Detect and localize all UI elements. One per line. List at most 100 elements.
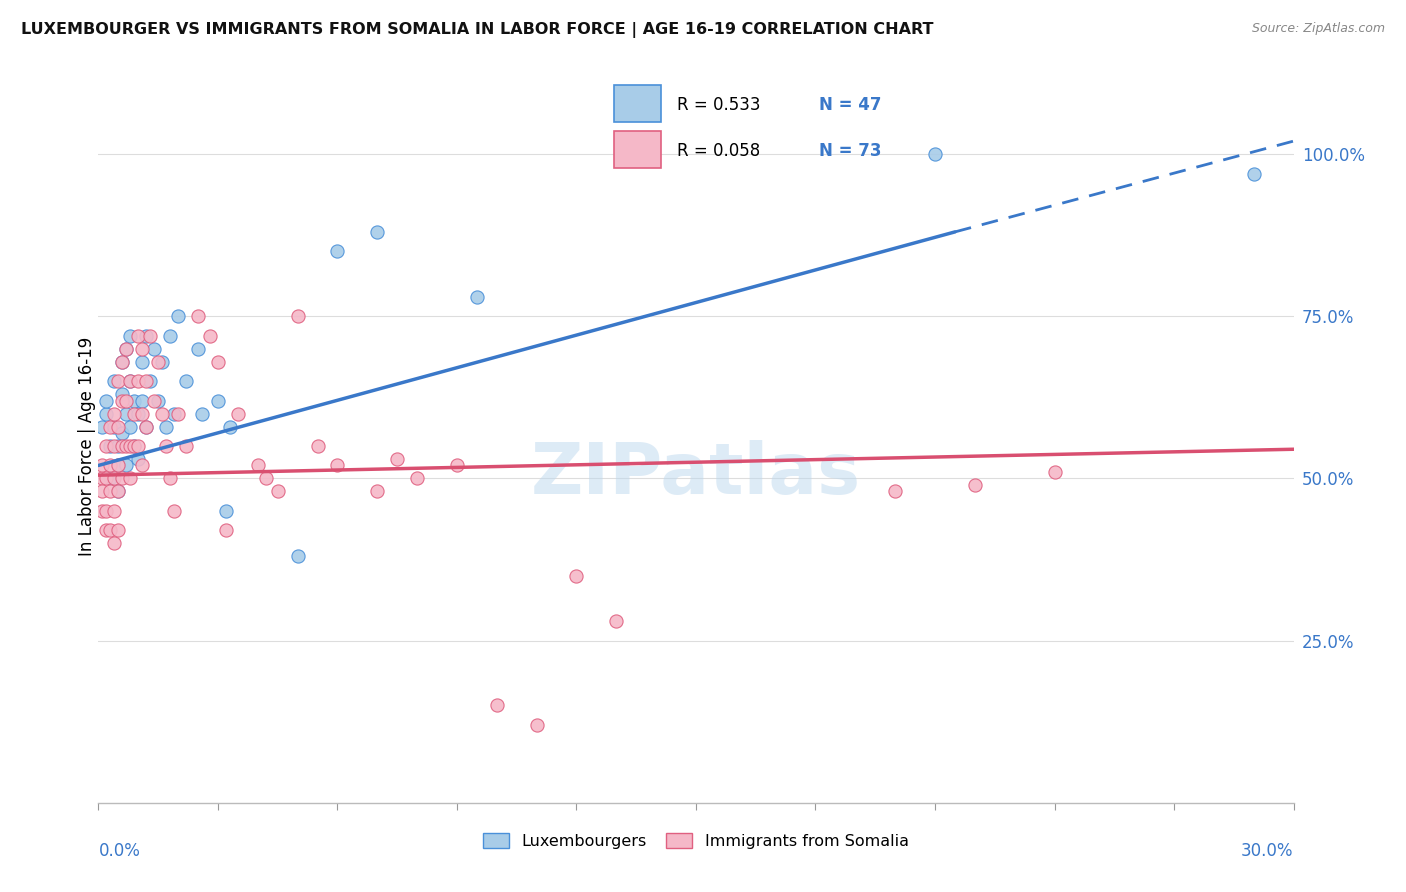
Point <box>100 471 122 485</box>
Point <box>131 342 153 356</box>
Point <box>135 419 157 434</box>
Point <box>100 484 122 499</box>
Point <box>131 354 153 368</box>
Point <box>107 484 129 499</box>
Point <box>385 452 409 467</box>
Point <box>124 439 146 453</box>
Text: N = 47: N = 47 <box>820 95 882 113</box>
Point <box>115 342 138 356</box>
Point <box>111 393 134 408</box>
Point <box>96 439 118 453</box>
Point <box>107 374 129 388</box>
Point <box>139 374 162 388</box>
Point <box>120 439 142 453</box>
Point <box>155 419 177 434</box>
Point <box>100 524 122 538</box>
Point <box>143 342 166 356</box>
Point <box>143 393 166 408</box>
Point <box>91 419 114 434</box>
Point <box>120 419 142 434</box>
Point <box>115 458 138 473</box>
Point <box>139 328 162 343</box>
Point <box>127 452 149 467</box>
Point <box>163 504 186 518</box>
Point <box>103 419 125 434</box>
Legend: Luxembourgers, Immigrants from Somalia: Luxembourgers, Immigrants from Somalia <box>477 827 915 855</box>
Point <box>326 244 349 259</box>
Point <box>163 407 186 421</box>
Point <box>219 419 242 434</box>
Point <box>485 698 508 713</box>
Point <box>115 342 138 356</box>
Point <box>167 310 190 324</box>
Point <box>148 393 170 408</box>
Point <box>96 504 118 518</box>
Point <box>131 458 153 473</box>
Text: R = 0.058: R = 0.058 <box>678 142 761 160</box>
Point <box>111 439 134 453</box>
Point <box>198 328 221 343</box>
Point <box>326 458 349 473</box>
Point <box>131 393 153 408</box>
Point <box>565 568 588 582</box>
Point <box>103 504 125 518</box>
Text: 30.0%: 30.0% <box>1241 842 1294 860</box>
Point <box>465 290 488 304</box>
Point <box>148 354 170 368</box>
Point <box>91 484 114 499</box>
Y-axis label: In Labor Force | Age 16-19: In Labor Force | Age 16-19 <box>79 336 96 556</box>
Point <box>107 419 129 434</box>
Point <box>103 536 125 550</box>
Text: Source: ZipAtlas.com: Source: ZipAtlas.com <box>1251 22 1385 36</box>
Point <box>406 471 429 485</box>
Point <box>187 342 209 356</box>
Point <box>96 407 118 421</box>
Point <box>287 310 309 324</box>
FancyBboxPatch shape <box>614 85 661 122</box>
Point <box>207 354 229 368</box>
Point <box>103 374 125 388</box>
Point <box>267 484 290 499</box>
Point <box>120 328 142 343</box>
Point <box>100 439 122 453</box>
Point <box>124 393 146 408</box>
Point <box>605 614 627 628</box>
Point <box>187 310 209 324</box>
Point <box>127 439 149 453</box>
Point <box>150 354 173 368</box>
Point <box>91 504 114 518</box>
Point <box>246 458 269 473</box>
Point <box>111 425 134 440</box>
Point <box>526 718 548 732</box>
Point <box>215 504 238 518</box>
Text: R = 0.533: R = 0.533 <box>678 95 761 113</box>
Point <box>103 471 125 485</box>
Point <box>159 471 181 485</box>
Point <box>120 374 142 388</box>
Point <box>127 328 149 343</box>
Point <box>135 374 157 388</box>
Point <box>107 458 129 473</box>
Point <box>135 419 157 434</box>
Point <box>884 484 907 499</box>
Point <box>135 328 157 343</box>
FancyBboxPatch shape <box>614 131 661 168</box>
Point <box>124 407 146 421</box>
Point <box>115 393 138 408</box>
Point <box>120 374 142 388</box>
Point <box>127 407 149 421</box>
Point <box>174 374 197 388</box>
Point <box>124 439 146 453</box>
Text: N = 73: N = 73 <box>820 142 882 160</box>
Point <box>111 471 134 485</box>
Point <box>91 471 114 485</box>
Point <box>446 458 468 473</box>
Point <box>254 471 277 485</box>
Point <box>174 439 197 453</box>
Point <box>100 419 122 434</box>
Point <box>155 439 177 453</box>
Point <box>120 471 142 485</box>
Point <box>215 524 238 538</box>
Point <box>127 374 149 388</box>
Point <box>111 354 134 368</box>
